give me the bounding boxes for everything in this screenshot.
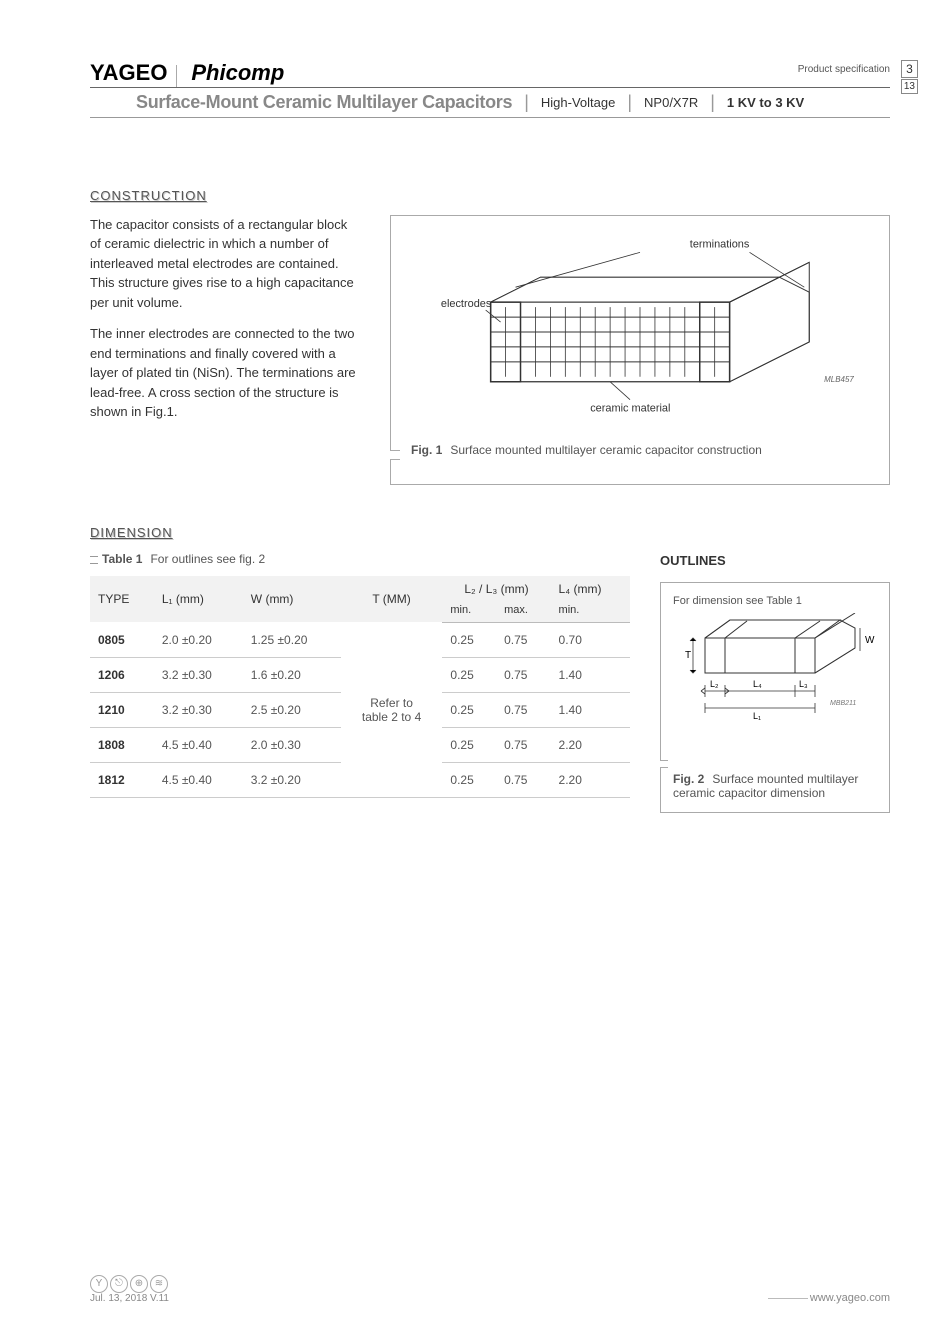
footer-url: www.yageo.com: [768, 1292, 890, 1304]
cell-type: 1812: [90, 762, 154, 797]
tag-voltage-range: 1 KV to 3 KV: [717, 91, 814, 114]
cell-l23max: 0.75: [496, 762, 550, 797]
table1-text: For outlines see fig. 2: [150, 552, 265, 566]
tag-dielectric: NP0/X7R: [634, 91, 708, 114]
cell-type: 0805: [90, 622, 154, 657]
construction-para1: The capacitor consists of a rectangular …: [90, 215, 360, 313]
cell-w: 1.6 ±0.20: [243, 657, 341, 692]
construction-heading: CONSTRUCTION: [90, 188, 890, 203]
divider: |: [708, 92, 717, 113]
col-t: T (MM): [341, 576, 443, 623]
cell-l1: 4.5 ±0.40: [154, 762, 243, 797]
construction-text: The capacitor consists of a rectangular …: [90, 215, 360, 485]
svg-text:T: T: [685, 650, 691, 661]
logo-yageo: YAGEO: [90, 60, 167, 85]
figure-1: terminations electrodes ceramic material…: [390, 215, 890, 485]
logo-separator: [176, 65, 177, 87]
cell-l23min: 0.25: [442, 762, 496, 797]
divider: |: [625, 92, 634, 113]
cell-w: 2.5 ±0.20: [243, 692, 341, 727]
fig2-top-text: For dimension see Table 1: [673, 595, 877, 607]
table-row: 08052.0 ±0.201.25 ±0.20Refer to table 2 …: [90, 622, 630, 657]
cell-l23max: 0.75: [496, 727, 550, 762]
cell-l23min: 0.25: [442, 657, 496, 692]
cell-l1: 3.2 ±0.30: [154, 692, 243, 727]
col-l23: L₂ / L₃ (mm): [442, 576, 550, 602]
cell-l1: 4.5 ±0.40: [154, 727, 243, 762]
svg-text:L₃: L₃: [799, 679, 808, 689]
svg-text:MLB457: MLB457: [824, 375, 854, 384]
cell-l4min: 0.70: [551, 622, 630, 657]
footer-icons: Y⎋⊕≋: [90, 1275, 170, 1293]
svg-text:ceramic material: ceramic material: [590, 402, 670, 414]
figure-2: For dimension see Table 1: [660, 582, 890, 813]
cell-l23min: 0.25: [442, 622, 496, 657]
fig1-text: Surface mounted multilayer ceramic capac…: [450, 443, 761, 457]
col-w: W (mm): [243, 576, 341, 623]
cell-w: 2.0 ±0.30: [243, 727, 341, 762]
cell-type: 1808: [90, 727, 154, 762]
cell-l4min: 1.40: [551, 657, 630, 692]
footer-date: Jul. 13, 2018 V.11: [90, 1293, 170, 1304]
divider: |: [522, 92, 531, 113]
page-number: 3 13: [901, 60, 918, 94]
cell-l23max: 0.75: [496, 622, 550, 657]
col-min: min.: [442, 602, 496, 623]
svg-text:electrodes: electrodes: [441, 298, 492, 310]
cell-tmm: Refer to table 2 to 4: [341, 622, 443, 797]
cell-w: 3.2 ±0.20: [243, 762, 341, 797]
table1-num: Table 1: [102, 552, 142, 566]
outlines-heading: OUTLINES: [660, 553, 890, 568]
dimension-heading: DIMENSION: [90, 525, 630, 540]
tag-high-voltage: High-Voltage: [531, 91, 625, 114]
capacitor-outline-diagram: T W L₂ L₄ L₃: [673, 613, 877, 763]
cell-l4min: 2.20: [551, 727, 630, 762]
fig2-num: Fig. 2: [673, 772, 704, 786]
cell-type: 1210: [90, 692, 154, 727]
col-l1: L₁ (mm): [154, 576, 243, 623]
cell-type: 1206: [90, 657, 154, 692]
logo-phicomp: Phicomp: [191, 60, 284, 85]
fig1-num: Fig. 1: [411, 443, 442, 457]
cell-w: 1.25 ±0.20: [243, 622, 341, 657]
capacitor-3d-diagram: terminations electrodes ceramic material…: [411, 232, 869, 432]
cell-l1: 2.0 ±0.20: [154, 622, 243, 657]
cell-l4min: 2.20: [551, 762, 630, 797]
svg-text:W: W: [865, 635, 875, 646]
doc-subtitle: Surface-Mount Ceramic Multilayer Capacit…: [90, 88, 522, 117]
col-type: TYPE: [90, 576, 154, 623]
page-current: 3: [901, 60, 918, 78]
cell-l23min: 0.25: [442, 727, 496, 762]
dimension-table: TYPE L₁ (mm) W (mm) T (MM) L₂ / L₃ (mm) …: [90, 576, 630, 798]
product-spec-label: Product specification: [798, 64, 890, 75]
cell-l23max: 0.75: [496, 692, 550, 727]
svg-text:MBB211: MBB211: [830, 700, 856, 707]
page-total: 13: [901, 79, 918, 94]
col-l4: L₄ (mm): [551, 576, 630, 602]
svg-text:L₂: L₂: [710, 679, 719, 689]
svg-text:L₄: L₄: [753, 679, 762, 689]
cell-l1: 3.2 ±0.30: [154, 657, 243, 692]
construction-para2: The inner electrodes are connected to th…: [90, 324, 360, 422]
svg-text:terminations: terminations: [690, 238, 750, 250]
cell-l4min: 1.40: [551, 692, 630, 727]
col-max: max.: [496, 602, 550, 623]
col-min2: min.: [551, 602, 630, 623]
cell-l23max: 0.75: [496, 657, 550, 692]
cell-l23min: 0.25: [442, 692, 496, 727]
svg-text:L₁: L₁: [753, 711, 761, 721]
